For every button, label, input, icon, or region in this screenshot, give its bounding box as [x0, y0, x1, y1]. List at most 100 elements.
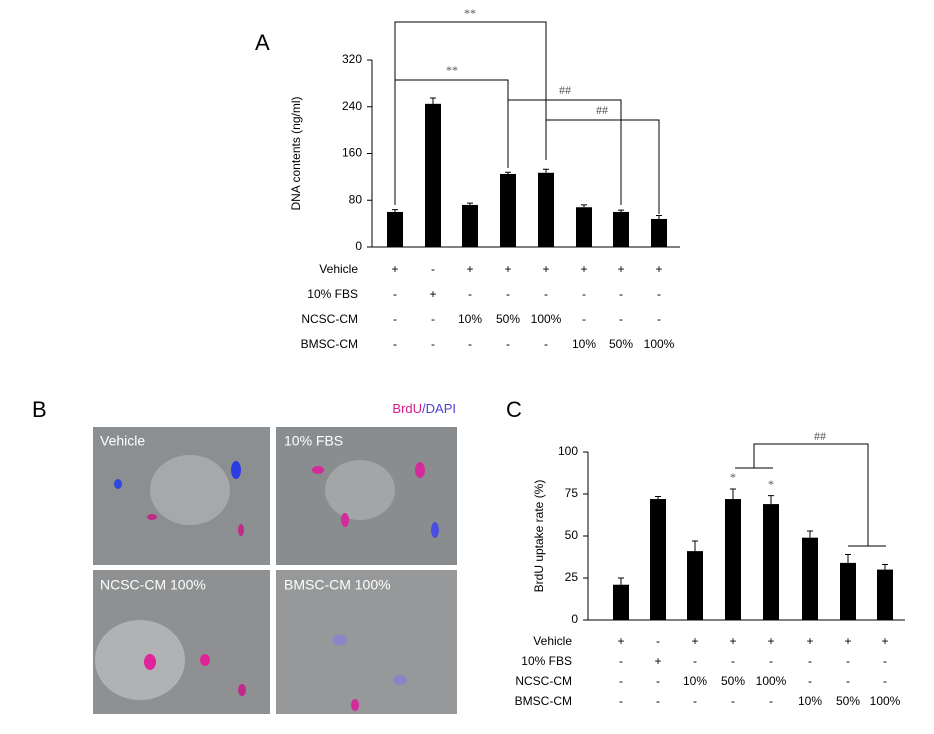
- condition-value: -: [506, 337, 510, 351]
- bar: [763, 504, 779, 620]
- condition-value: 100%: [531, 312, 562, 326]
- annotation: *: [768, 477, 774, 491]
- stain-brdu: BrdU: [392, 401, 422, 416]
- bar: [613, 584, 629, 620]
- condition-label: BMSC-CM: [515, 694, 572, 708]
- glare: [95, 620, 185, 700]
- condition-value: +: [655, 262, 662, 276]
- condition-value: 100%: [644, 337, 675, 351]
- condition-value: -: [731, 654, 735, 668]
- cell: [431, 522, 439, 538]
- y-tick-label: 0: [571, 612, 578, 626]
- bar: [840, 562, 856, 620]
- condition-value: -: [468, 337, 472, 351]
- condition-value: -: [619, 694, 623, 708]
- condition-value: -: [657, 287, 661, 301]
- micrograph: [276, 570, 457, 714]
- condition-value: 50%: [496, 312, 520, 326]
- condition-value: -: [883, 654, 887, 668]
- cell: [147, 514, 157, 520]
- condition-value: +: [504, 262, 511, 276]
- condition-value: +: [617, 262, 624, 276]
- annotation: ##: [559, 83, 571, 97]
- condition-value: -: [883, 674, 887, 688]
- bar: [387, 211, 403, 247]
- condition-label: Vehicle: [319, 262, 358, 276]
- condition-value: -: [393, 312, 397, 326]
- condition-label: NCSC-CM: [301, 312, 358, 326]
- error-bar: [882, 564, 888, 570]
- cell: [231, 461, 241, 479]
- condition-value: 100%: [870, 694, 901, 708]
- condition-value: -: [619, 312, 623, 326]
- bar: [725, 499, 741, 620]
- condition-value: +: [881, 634, 888, 648]
- panel-letter: B: [32, 397, 47, 422]
- condition-value: -: [582, 312, 586, 326]
- bar: [576, 207, 592, 247]
- condition-value: -: [731, 694, 735, 708]
- error-bar: [430, 97, 436, 104]
- glare: [325, 460, 395, 520]
- condition-value: 10%: [458, 312, 482, 326]
- condition-value: +: [654, 654, 661, 668]
- y-axis-label: BrdU uptake rate (%): [532, 480, 546, 593]
- y-tick-label: 25: [565, 570, 579, 584]
- y-tick-label: 320: [342, 52, 362, 66]
- condition-value: 10%: [683, 674, 707, 688]
- error-bar: [392, 209, 398, 212]
- condition-value: -: [846, 654, 850, 668]
- condition-value: -: [656, 694, 660, 708]
- condition-value: +: [617, 634, 624, 648]
- condition-value: -: [582, 287, 586, 301]
- y-tick-label: 50: [565, 528, 579, 542]
- condition-value: -: [393, 337, 397, 351]
- condition-value: 100%: [756, 674, 787, 688]
- error-bar: [505, 171, 511, 174]
- condition-value: 50%: [609, 337, 633, 351]
- condition-value: -: [619, 287, 623, 301]
- bar: [613, 211, 629, 247]
- condition-value: -: [769, 694, 773, 708]
- significance-bracket: [507, 99, 622, 205]
- condition-value: +: [806, 634, 813, 648]
- micrographs: Vehicle 10% FBS NCSC-CM 100% BMSC-CM 100…: [93, 427, 457, 714]
- condition-value: +: [391, 262, 398, 276]
- cell: [341, 513, 349, 527]
- condition-value: -: [393, 287, 397, 301]
- panel-letter: A: [255, 30, 270, 55]
- cell: [332, 635, 348, 645]
- y-tick-label: 240: [342, 99, 362, 113]
- condition-value: +: [729, 634, 736, 648]
- bar: [500, 173, 516, 247]
- condition-value: -: [656, 674, 660, 688]
- condition-value: 50%: [836, 694, 860, 708]
- condition-value: +: [542, 262, 549, 276]
- annotation: ##: [814, 429, 826, 443]
- y-tick-label: 100: [558, 444, 578, 458]
- error-bar: [467, 202, 473, 205]
- y-tick-label: 80: [349, 192, 363, 206]
- stain-legend: BrdU/DAPI: [392, 401, 456, 416]
- condition-value: +: [691, 634, 698, 648]
- condition-value: -: [431, 262, 435, 276]
- condition-value: -: [808, 674, 812, 688]
- condition-value: -: [846, 674, 850, 688]
- condition-label: 10% FBS: [307, 287, 358, 301]
- condition-value: -: [656, 634, 660, 648]
- condition-value: 50%: [721, 674, 745, 688]
- y-tick-label: 0: [355, 239, 362, 253]
- condition-value: +: [466, 262, 473, 276]
- condition-value: -: [657, 312, 661, 326]
- condition-value: +: [429, 287, 436, 301]
- bar: [650, 499, 666, 620]
- cell: [114, 479, 122, 489]
- condition-value: 10%: [572, 337, 596, 351]
- cell: [393, 675, 407, 685]
- error-bar: [768, 495, 774, 505]
- condition-label: Vehicle: [533, 634, 572, 648]
- panel-letter: C: [506, 397, 522, 422]
- y-tick-label: 75: [565, 486, 579, 500]
- condition-value: -: [808, 654, 812, 668]
